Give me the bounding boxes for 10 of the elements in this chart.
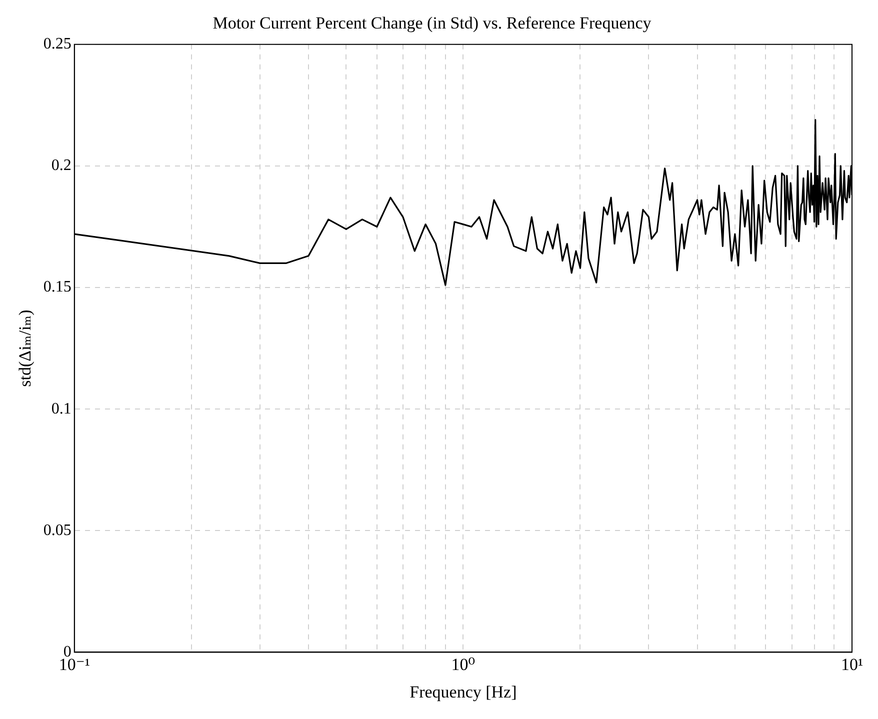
x-tick-label: 10⁰ <box>451 654 476 674</box>
chart-title: Motor Current Percent Change (in Std) vs. Reference Frequency <box>212 14 652 33</box>
y-tick-label: 0.15 <box>43 278 72 296</box>
y-tick-label: 0.25 <box>43 36 72 53</box>
y-tick-label: 0.1 <box>51 400 72 418</box>
y-tick-label: 0.05 <box>43 522 72 539</box>
y-axis-title: std(Δiₘ/iₘ) <box>16 310 35 387</box>
x-tick-label: 10¹ <box>840 654 864 674</box>
x-axis-title: Frequency [Hz] <box>410 682 517 702</box>
y-tick-label: 0.2 <box>51 157 72 174</box>
